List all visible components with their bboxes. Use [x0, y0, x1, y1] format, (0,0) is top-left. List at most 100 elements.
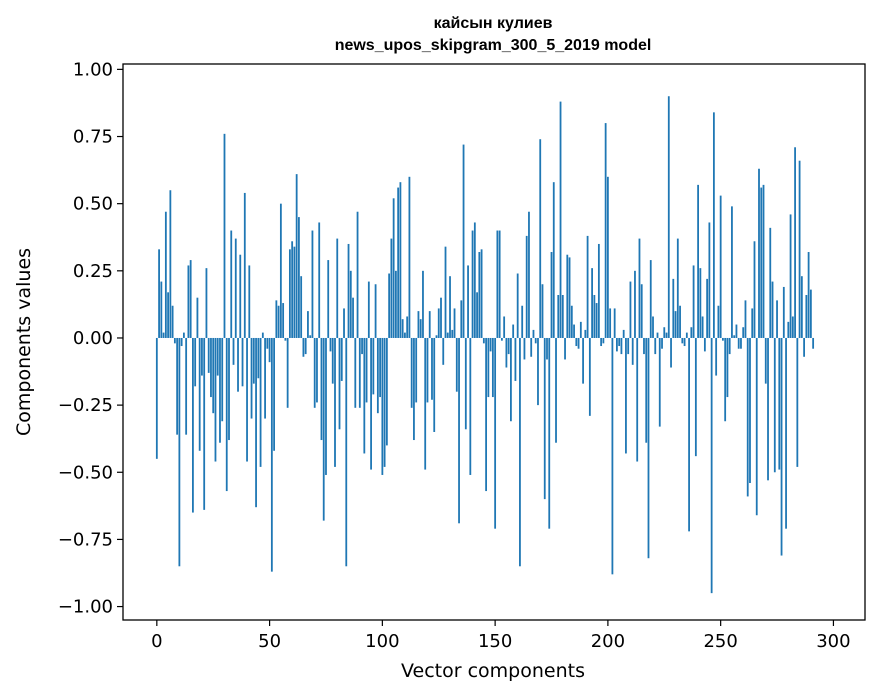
bar-280 [787, 321, 790, 338]
bar-254 [728, 337, 731, 355]
bar-107 [397, 187, 400, 338]
bar-258 [737, 337, 740, 349]
bar-139 [469, 337, 472, 475]
bar-275 [776, 300, 778, 338]
bar-198 [602, 337, 605, 344]
x-tick-label-250: 250 [703, 631, 737, 652]
bar-83 [343, 308, 345, 338]
bar-229 [672, 278, 675, 338]
bar-274 [773, 337, 776, 473]
bar-217 [645, 337, 648, 443]
bar-66 [304, 337, 307, 355]
bar-168 [534, 337, 537, 344]
bar-133 [455, 337, 458, 392]
bar-212 [634, 270, 636, 338]
bar-235 [685, 332, 688, 338]
bar-40 [246, 337, 248, 462]
bar-268 [760, 187, 763, 338]
bar-272 [769, 227, 772, 338]
bar-192 [588, 337, 591, 416]
bar-62 [295, 174, 298, 338]
bar-228 [670, 337, 672, 368]
bar-90 [358, 337, 361, 408]
bar-95 [370, 337, 372, 470]
bar-201 [609, 308, 612, 338]
bar-240 [697, 184, 699, 338]
bar-255 [731, 206, 733, 338]
bar-114 [413, 337, 415, 441]
x-tick-label-200: 200 [591, 631, 625, 652]
bar-32 [228, 337, 230, 441]
bar-219 [649, 260, 652, 338]
bar-252 [724, 337, 727, 422]
bar-189 [582, 337, 584, 384]
chart-title: кайсын кулиев [434, 15, 553, 32]
bar-152 [498, 230, 501, 338]
bar-10 [178, 337, 181, 567]
bar-238 [692, 265, 695, 338]
bar-248 [715, 337, 718, 376]
bar-170 [539, 139, 542, 338]
bar-109 [401, 319, 404, 338]
bar-163 [523, 337, 526, 360]
bar-17 [194, 337, 197, 387]
bar-223 [658, 337, 661, 427]
x-tick-label-50: 50 [258, 631, 281, 652]
bar-74 [322, 337, 325, 521]
bar-53 [275, 300, 278, 338]
bar-137 [464, 337, 467, 430]
bar-52 [273, 337, 275, 451]
bar-138 [467, 265, 469, 338]
bars-group [155, 96, 815, 594]
bar-14 [187, 265, 190, 338]
bar-239 [694, 337, 697, 457]
bar-96 [372, 337, 375, 395]
bar-256 [733, 335, 736, 338]
bar-117 [419, 319, 422, 338]
bar-193 [591, 268, 593, 338]
bar-13 [185, 337, 188, 435]
bar-0 [155, 337, 158, 459]
bar-9 [176, 337, 179, 435]
bar-71 [316, 337, 318, 403]
bar-177 [555, 337, 557, 443]
bar-24 [210, 337, 212, 398]
x-tick-label-300: 300 [816, 631, 850, 652]
bar-245 [708, 222, 711, 338]
bar-101 [383, 337, 386, 467]
bar-73 [320, 337, 323, 441]
bar-76 [327, 260, 330, 338]
bar-38 [241, 337, 244, 387]
bar-128 [444, 246, 447, 338]
bar-208 [625, 337, 627, 454]
bar-218 [647, 337, 650, 559]
bar-174 [548, 337, 551, 529]
bar-54 [277, 305, 280, 338]
bar-120 [426, 337, 429, 403]
bar-146 [485, 337, 487, 492]
bar-196 [597, 243, 600, 338]
bar-154 [503, 316, 506, 338]
bar-80 [336, 238, 339, 338]
y-tick-label-6: 0.50 [73, 194, 113, 215]
bar-291 [812, 337, 815, 349]
bar-19 [198, 337, 201, 451]
bar-106 [394, 270, 397, 338]
bar-84 [345, 337, 348, 567]
bar-185 [573, 324, 575, 338]
bar-143 [478, 252, 481, 338]
bar-251 [722, 337, 724, 341]
bar-3 [162, 332, 165, 338]
bar-77 [329, 337, 332, 352]
bar-5 [167, 292, 169, 338]
bar-29 [221, 337, 224, 422]
bar-64 [300, 276, 303, 338]
bar-31 [225, 337, 228, 492]
y-tick-label-3: −0.25 [58, 395, 113, 416]
bar-79 [334, 337, 336, 467]
bar-111 [406, 316, 409, 338]
bar-130 [449, 276, 451, 338]
bar-2 [160, 281, 163, 338]
bar-278 [782, 286, 785, 338]
bar-69 [311, 230, 314, 338]
